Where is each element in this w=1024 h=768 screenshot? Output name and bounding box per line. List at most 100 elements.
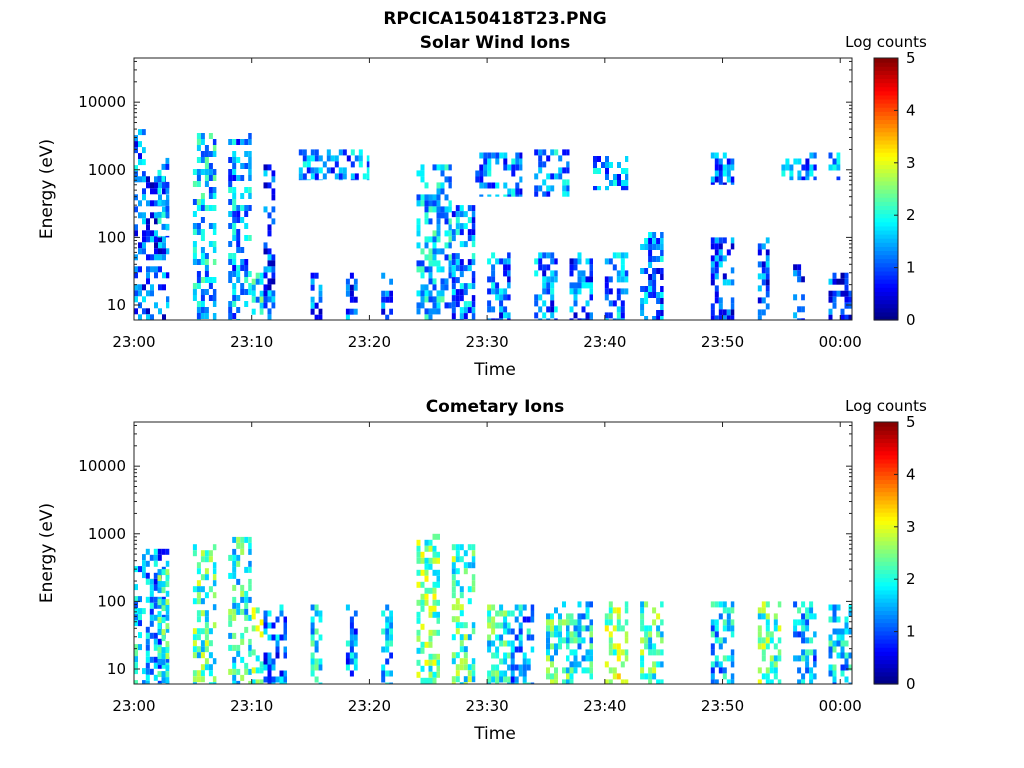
- spectrogram-cell: [389, 616, 393, 623]
- spectrogram-cell: [491, 182, 496, 189]
- spectrogram-cell: [420, 677, 425, 684]
- spectrogram-cell: [471, 622, 476, 629]
- spectrogram-cell: [577, 613, 582, 620]
- spectrogram-cell: [519, 176, 523, 183]
- spectrogram-cell: [848, 664, 852, 671]
- spectrogram-cell: [624, 619, 629, 626]
- spectrogram-cell: [455, 265, 460, 272]
- spectrogram-cell: [420, 170, 425, 177]
- spectrogram-cell: [192, 181, 197, 187]
- spectrogram-cell: [416, 302, 421, 309]
- spectrogram-cell: [491, 616, 496, 623]
- spectrogram-cell: [345, 284, 350, 291]
- spectrogram-cell: [428, 671, 433, 678]
- colorbar-swatch: [874, 291, 898, 297]
- x-tick-label: 23:10: [230, 697, 273, 715]
- spectrogram-cell: [349, 634, 354, 641]
- spectrogram-cell: [165, 641, 170, 648]
- spectrogram-cell: [495, 682, 500, 684]
- spectrogram-cell: [467, 307, 472, 314]
- spectrogram-cell: [428, 587, 433, 594]
- spectrogram-cell: [440, 278, 445, 285]
- spectrogram-cell: [389, 296, 393, 303]
- spectrogram-cell: [765, 601, 770, 608]
- spectrogram-cell: [416, 659, 421, 666]
- spectrogram-cell: [228, 253, 233, 259]
- colorbar-swatch: [874, 626, 898, 632]
- spectrogram-cell: [471, 283, 476, 290]
- spectrogram-cell: [510, 640, 515, 647]
- spectrogram-cell: [640, 637, 645, 644]
- spectrogram-cell: [518, 634, 523, 641]
- spectrogram-cell: [255, 667, 260, 674]
- spectrogram-cell: [236, 277, 241, 283]
- colorbar-swatch: [874, 528, 898, 534]
- spectrogram-cell: [416, 581, 421, 588]
- spectrogram-cell: [204, 265, 209, 271]
- spectrogram-cell: [310, 628, 315, 635]
- spectrogram-cell: [385, 646, 390, 653]
- spectrogram-cell: [228, 632, 233, 639]
- spectrogram-cell: [196, 283, 201, 289]
- spectrogram-cell: [385, 670, 390, 677]
- spectrogram-cell: [789, 170, 794, 177]
- spectrogram-cell: [138, 314, 142, 320]
- spectrogram-cell: [554, 306, 558, 313]
- colorbar-swatch: [874, 532, 898, 538]
- spectrogram-cell: [420, 200, 425, 207]
- spectrogram-cell: [134, 206, 138, 213]
- spectrogram-cell: [765, 673, 770, 680]
- spectrogram-cell: [424, 266, 429, 273]
- spectrogram-cell: [251, 679, 256, 684]
- spectrogram-cell: [726, 279, 731, 286]
- y-axis-label: Energy (eV): [37, 139, 57, 239]
- spectrogram-cell: [836, 152, 841, 159]
- spectrogram-cell: [428, 563, 433, 570]
- spectrogram-cell: [251, 625, 256, 632]
- spectrogram-cell: [467, 259, 472, 266]
- spectrogram-cell: [495, 610, 500, 617]
- spectrogram-cell: [765, 643, 770, 650]
- spectrogram-cell: [459, 658, 464, 665]
- spectrogram-cell: [436, 611, 440, 618]
- spectrogram-cell: [165, 626, 170, 633]
- spectrogram-cell: [604, 276, 609, 283]
- spectrogram-cell: [192, 241, 197, 247]
- spectrogram-cell: [208, 175, 213, 181]
- spectrogram-cell: [495, 182, 500, 189]
- spectrogram-cell: [232, 163, 237, 169]
- spectrogram-cell: [832, 272, 837, 279]
- spectrogram-cell: [483, 170, 488, 177]
- spectrogram-cell: [212, 169, 217, 175]
- spectrogram-cell: [350, 149, 355, 156]
- spectrogram-cell: [200, 235, 205, 241]
- spectrogram-cell: [503, 288, 508, 295]
- spectrogram-cell: [192, 295, 197, 301]
- spectrogram-cell: [451, 253, 456, 260]
- spectrogram-cell: [154, 248, 158, 255]
- colorbar-swatch: [874, 205, 898, 211]
- spectrogram-cell: [436, 629, 440, 636]
- spectrogram-cell: [349, 272, 354, 279]
- spectrogram-cell: [848, 290, 852, 297]
- spectrogram-cell: [200, 199, 205, 205]
- spectrogram-cell: [263, 248, 268, 255]
- spectrogram-cell: [149, 590, 154, 597]
- spectrogram-cell: [503, 194, 508, 197]
- spectrogram-cell: [718, 164, 723, 171]
- spectrogram-cell: [714, 164, 719, 171]
- spectrogram-cell: [840, 314, 845, 320]
- spectrogram-cell: [463, 283, 468, 290]
- colorbar-swatch: [874, 442, 898, 448]
- spectrogram-cell: [648, 637, 653, 644]
- spectrogram-cell: [569, 619, 574, 626]
- spectrogram-cell: [349, 652, 354, 659]
- spectrogram-cell: [503, 182, 508, 189]
- spectrogram-cell: [503, 258, 508, 265]
- spectrogram-cell: [389, 634, 393, 641]
- spectrogram-cell: [797, 276, 802, 283]
- spectrogram-cell: [145, 572, 150, 579]
- spectrogram-cell: [436, 569, 440, 576]
- spectrogram-cell: [275, 640, 280, 647]
- spectrogram-cell: [797, 619, 802, 626]
